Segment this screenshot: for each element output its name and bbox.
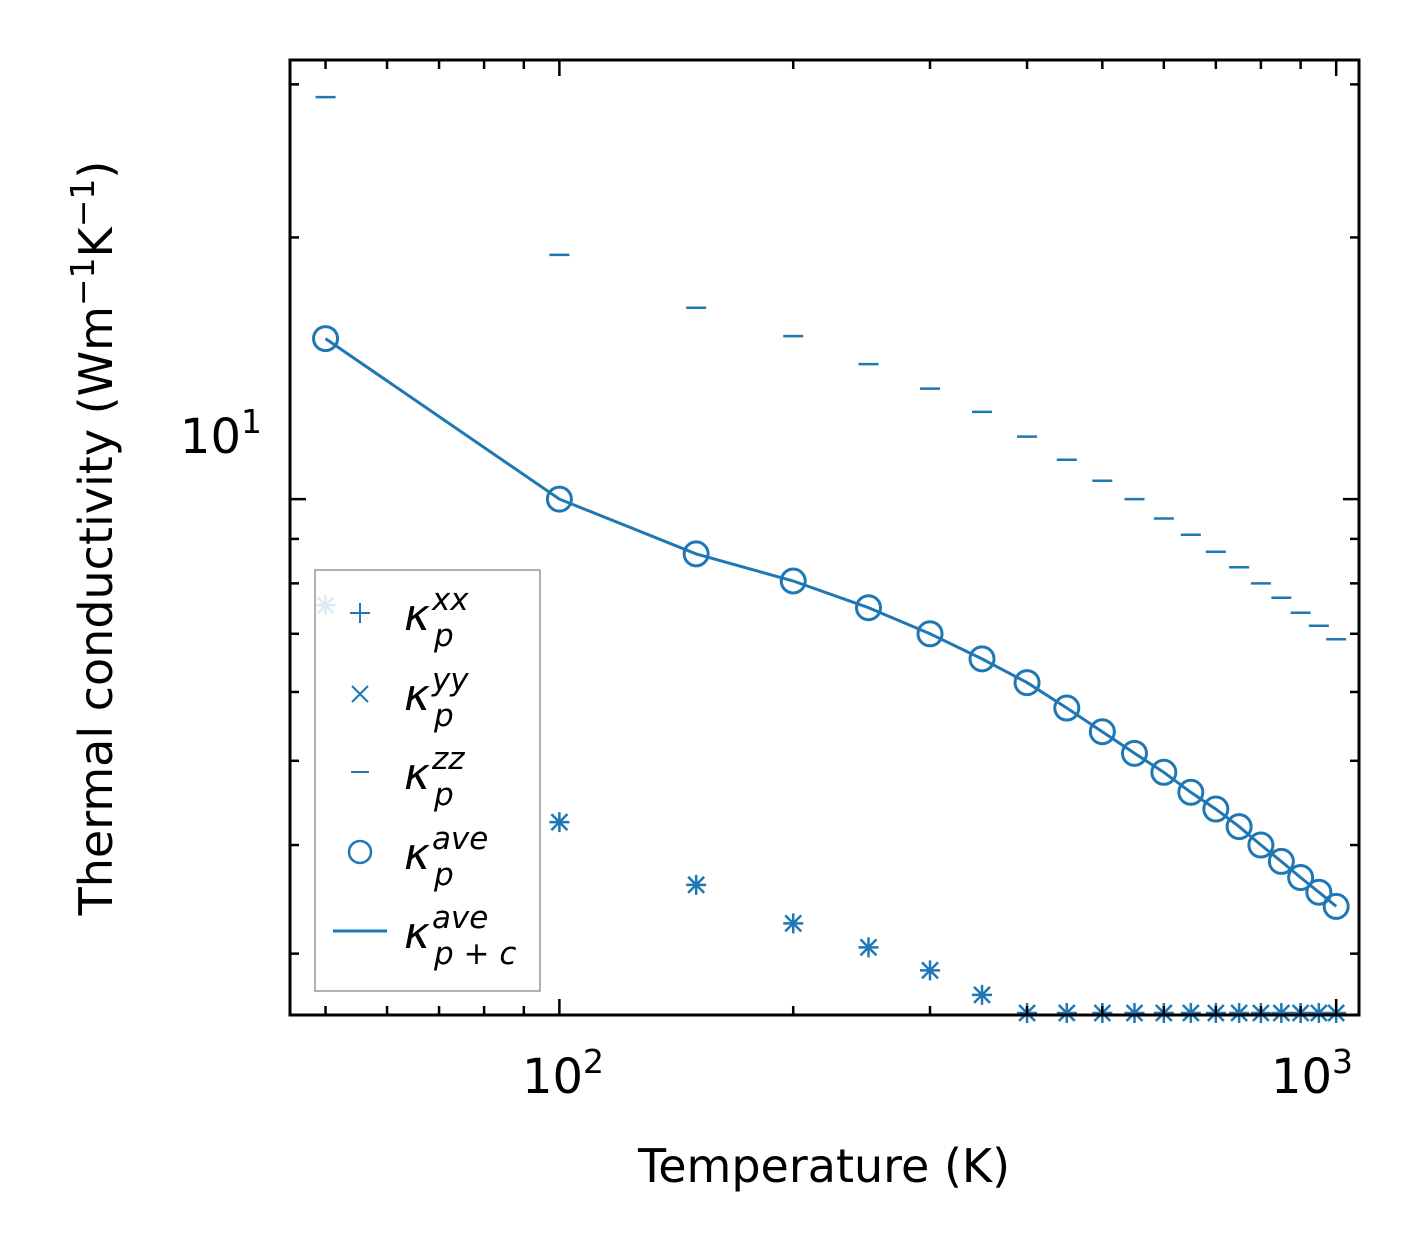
point-kappa_p_ave-650 (1177, 778, 1205, 806)
x-tick-label-1000: 103 (1271, 1042, 1353, 1105)
point-kappa_p_ave-700 (1202, 795, 1230, 823)
x-axis-label: Temperature (K) (637, 1139, 1010, 1193)
point-kappa_p_yy-350 (973, 985, 991, 1004)
svg-text:p: p (433, 618, 454, 654)
plot-frame (288, 58, 1361, 1017)
point-kappa_p_ave-100 (545, 485, 573, 513)
point-kappa_p_ave-150 (682, 540, 710, 568)
legend-entry-kappa-p-zz: κzz p (351, 741, 465, 813)
svg-text:κave: κave (404, 900, 488, 959)
point-kappa_p_yy-300 (921, 961, 939, 980)
series-kappa_p_zz (315, 95, 1347, 641)
point-kappa_p_ave-850 (1267, 847, 1295, 875)
point-kappa_p_yy-150 (687, 875, 706, 894)
y-tick-label-10: 101 (180, 402, 262, 465)
point-kappa_p_ave-400 (1013, 669, 1041, 697)
point-kappa_p_ave-300 (916, 620, 944, 648)
svg-text:p + c: p + c (433, 936, 516, 972)
legend-marker-circle (347, 839, 373, 865)
point-kappa_p_yy-950 (1309, 1004, 1328, 1022)
legend-entry-kappa-p-yy: κyy p (351, 662, 469, 734)
legend-marker-x (351, 685, 369, 703)
svg-text:p: p (433, 857, 454, 893)
point-kappa_p_yy-250 (859, 938, 878, 957)
point-kappa_p_ave-550 (1120, 739, 1148, 767)
point-kappa_p_ave-750 (1225, 813, 1253, 841)
point-kappa_p_ave-1000 (1322, 892, 1350, 920)
point-kappa_p_yy-650 (1181, 1004, 1200, 1022)
point-kappa_p_yy-850 (1272, 1004, 1291, 1022)
point-kappa_p_yy-200 (784, 914, 803, 933)
point-kappa_p_yy-550 (1125, 1004, 1144, 1022)
svg-text:p: p (433, 698, 454, 734)
x-tick-label-100: 102 (522, 1042, 604, 1105)
series-kappa_p_ave (312, 325, 1350, 920)
svg-text:κave: κave (404, 821, 488, 880)
point-kappa_p_ave-50 (312, 325, 340, 353)
svg-text:κxx: κxx (404, 582, 469, 641)
legend-box (314, 569, 541, 992)
point-kappa_p_ave-600 (1150, 758, 1178, 786)
legend-entry-kappa-p-ave: κave p (347, 821, 488, 893)
point-kappa_p_yy-750 (1230, 1004, 1249, 1022)
y-axis-label: Thermal conductivity (Wm−1K−1) (63, 161, 123, 917)
legend-entry-kappa-p-xx: κxx p (350, 582, 469, 654)
point-kappa_p_ave-500 (1088, 718, 1116, 746)
point-kappa_p_ave-250 (854, 594, 882, 622)
legend: κxx p κyy p κzz p κave p κave p + c (314, 569, 541, 992)
point-kappa_p_yy-450 (1057, 1004, 1076, 1022)
svg-text:κyy: κyy (404, 662, 469, 721)
point-kappa_p_ave-800 (1247, 831, 1275, 859)
point-kappa_p_ave-200 (779, 567, 807, 595)
svg-text:κzz: κzz (404, 741, 465, 800)
series-kappa_pc_ave (324, 337, 1338, 908)
point-kappa_p_yy-100 (550, 813, 569, 832)
svg-text:p: p (433, 777, 454, 813)
point-kappa_p_ave-900 (1287, 864, 1315, 892)
point-kappa_p_ave-350 (968, 645, 996, 673)
point-kappa_p_ave-950 (1305, 878, 1333, 906)
legend-entry-kappa-pc-ave: κave p + c (333, 900, 516, 972)
series-line-kappa_pc_ave (324, 337, 1338, 908)
legend-marker-plus (350, 603, 370, 623)
point-kappa_p_ave-450 (1053, 694, 1081, 722)
